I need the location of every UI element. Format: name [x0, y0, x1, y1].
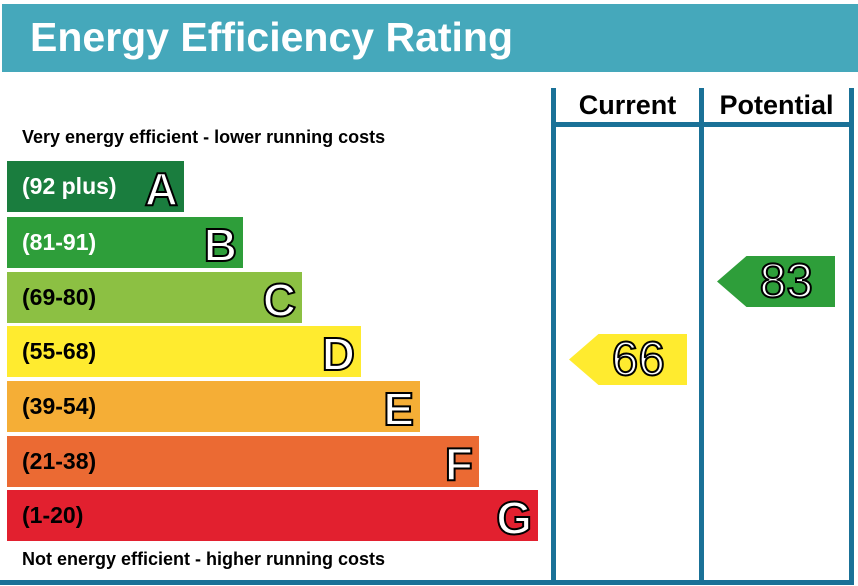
potential-rating-value: 83 — [759, 255, 814, 308]
band-g: (1-20) G — [7, 490, 538, 545]
potential-rating-arrow: 83 — [717, 256, 835, 307]
column-header-current: Current — [578, 90, 677, 120]
divider — [849, 88, 854, 585]
top-note: Very energy efficient - lower running co… — [22, 127, 386, 147]
divider — [551, 122, 854, 127]
current-rating-arrow: 66 — [569, 334, 687, 385]
band-letter: D — [321, 327, 356, 381]
band-c: (69-80) C — [7, 272, 302, 327]
band-f: (21-38) F — [7, 436, 479, 491]
band-range: (55-68) — [22, 338, 97, 364]
band-range: (81-91) — [22, 229, 97, 255]
divider — [0, 580, 854, 585]
band-range: (92 plus) — [22, 173, 117, 199]
band-letter: C — [262, 273, 297, 327]
divider — [551, 88, 556, 585]
band-a: (92 plus) A — [7, 161, 184, 216]
band-e: (39-54) E — [7, 381, 420, 436]
page-title: Energy Efficiency Rating — [30, 14, 514, 60]
band-letter: B — [203, 218, 238, 272]
current-rating-value: 66 — [611, 333, 666, 386]
band-d: (55-68) D — [7, 326, 361, 381]
band-b: (81-91) B — [7, 217, 243, 272]
bottom-note: Not energy efficient - higher running co… — [22, 549, 386, 569]
band-range: (39-54) — [22, 393, 97, 419]
divider — [699, 88, 704, 585]
band-letter: E — [382, 382, 415, 436]
band-range: (69-80) — [22, 284, 97, 310]
title-bar: Energy Efficiency Rating — [2, 4, 858, 72]
band-letter: G — [495, 491, 533, 545]
band-letter: F — [444, 437, 474, 491]
band-range: (1-20) — [22, 502, 84, 528]
column-header-potential: Potential — [719, 90, 834, 120]
band-range: (21-38) — [22, 448, 97, 474]
band-letter: A — [144, 162, 179, 216]
